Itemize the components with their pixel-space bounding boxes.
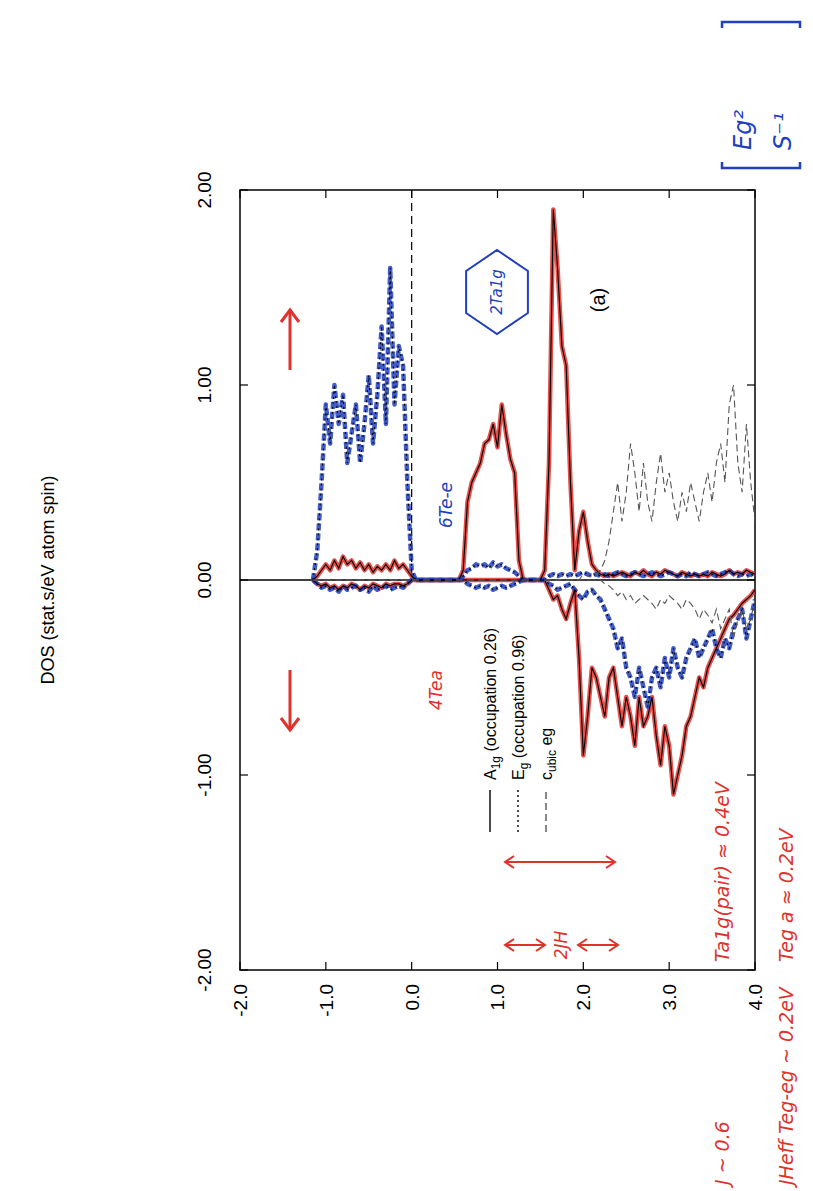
x-tick-label: -2.0	[230, 984, 251, 1017]
background	[0, 0, 813, 1191]
y-axis-title: DOS (stat.s/eV atom spin)	[38, 475, 58, 684]
legend-label-part: ubic	[545, 750, 559, 772]
arrow-head	[536, 939, 545, 951]
bracket	[722, 162, 800, 168]
arrow-head	[606, 856, 615, 868]
spin-arrow	[289, 670, 292, 730]
y-tick-label: -1.00	[194, 753, 215, 796]
legend-label-part: g	[517, 763, 531, 770]
annotation: Eg²	[729, 110, 757, 150]
series-line	[313, 210, 755, 581]
x-tick-label: 2.0	[573, 984, 594, 1010]
x-tick	[239, 962, 240, 970]
y-tick	[747, 969, 755, 970]
legend-label-part: c	[538, 772, 555, 780]
x-tick	[669, 962, 670, 970]
plot-frame	[240, 190, 755, 970]
annotation: 2Ta1g	[488, 269, 506, 314]
legend-label: cubic eg	[538, 728, 559, 780]
x-tick-label: 4.0	[745, 984, 766, 1010]
x-tick	[754, 962, 755, 970]
x-tick-label: 3.0	[659, 984, 680, 1010]
x-tick	[669, 190, 670, 198]
x-tick	[239, 190, 240, 198]
legend-label: A1g (occupation 0.26)	[482, 628, 503, 780]
panel-label: (a)	[587, 288, 609, 312]
series-line	[313, 580, 755, 707]
width-arrow	[578, 944, 618, 946]
width-arrow	[505, 861, 615, 863]
series-line	[313, 580, 755, 639]
width-arrow	[505, 944, 545, 946]
x-tick	[583, 190, 584, 198]
y-tick	[747, 189, 755, 190]
legend-label: Eg (occupation 0.96)	[510, 635, 531, 780]
chart: -2.0 -1.0 0.0 1.0 2.0 3.0 4.0 -2.00 -1.00 0.00 1.0…	[0, 0, 813, 1191]
x-tick	[325, 190, 326, 198]
y-tick	[240, 189, 248, 190]
y-tick	[240, 969, 248, 970]
x-tick	[583, 962, 584, 970]
y-tick	[747, 774, 755, 775]
legend-swatch	[545, 790, 546, 832]
fermi-line	[411, 190, 412, 580]
y-tick-label: 0.00	[194, 562, 215, 599]
series-line	[313, 385, 755, 580]
spin-arrow-head	[281, 718, 299, 730]
annotation: S⁻¹	[769, 112, 797, 150]
legend-swatch	[489, 790, 490, 832]
x-tick	[497, 962, 498, 970]
annotation: 4Tea	[426, 670, 446, 710]
legend-label-part: 1g	[489, 756, 503, 769]
legend-label-part: A	[482, 769, 499, 780]
annotation: Teg a ≈ 0.2eV	[775, 826, 797, 962]
annotation: JHeff Teg-eg ~ 0.2eV	[775, 985, 797, 1189]
series-highlight	[313, 210, 755, 581]
plot-area	[240, 190, 755, 795]
x-tick	[497, 190, 498, 198]
arrow-head	[505, 856, 514, 868]
arrow-head	[505, 939, 514, 951]
y-tick-label: 1.00	[194, 367, 215, 404]
arrow-head	[578, 939, 587, 951]
annotation: Ta1g(pair) ≈ 0.4eV	[711, 780, 733, 962]
annotation: 2JH	[551, 930, 571, 959]
annotation: J ~ 0.6	[711, 1121, 733, 1189]
legend-label-part: (occupation 0.26)	[482, 628, 499, 756]
legend-swatch	[517, 790, 518, 832]
y-tick	[747, 384, 755, 385]
bracket	[722, 22, 800, 28]
x-tick-label: 0.0	[402, 984, 423, 1010]
y-tick	[240, 384, 248, 385]
series-line	[313, 580, 755, 795]
x-tick	[325, 962, 326, 970]
arrow-head	[609, 939, 618, 951]
series-highlight	[313, 268, 755, 580]
series-highlight	[313, 580, 755, 707]
x-tick	[411, 962, 412, 970]
y-tick	[240, 774, 248, 775]
x-tick-label: -1.0	[316, 984, 337, 1017]
legend-label-part: E	[510, 769, 527, 780]
legend-label-part: eg	[538, 728, 555, 750]
y-tick-label: 2.00	[194, 172, 215, 209]
x-tick	[754, 190, 755, 198]
y-tick-label: -2.00	[194, 948, 215, 991]
series-highlight	[313, 580, 755, 795]
hexagon	[466, 250, 528, 334]
series-line	[313, 268, 755, 580]
legend-label-part: (occupation 0.96)	[510, 635, 527, 763]
annotation: 6Te-e	[436, 482, 456, 528]
x-tick-label: 1.0	[487, 984, 508, 1010]
spin-arrow-head	[281, 310, 299, 322]
spin-arrow	[289, 310, 292, 370]
